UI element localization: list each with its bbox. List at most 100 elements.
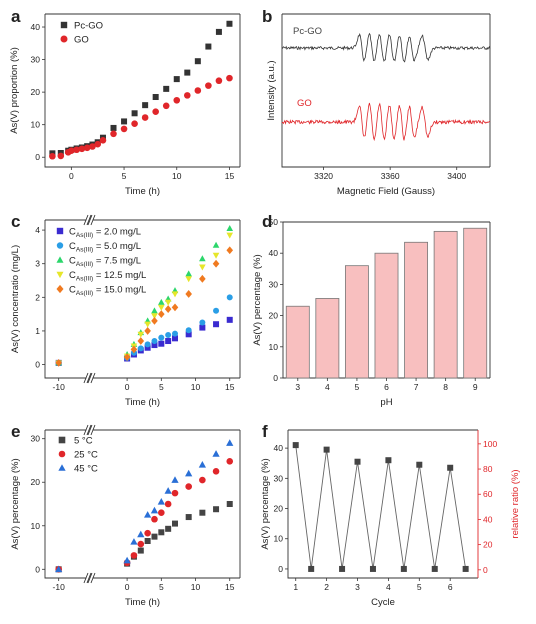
- axes-frame: [44, 429, 241, 579]
- data-point: [226, 439, 234, 446]
- data-point: [137, 530, 145, 538]
- data-point: [213, 307, 220, 314]
- axis-break-gap: [86, 572, 93, 584]
- y-tick-label: 10: [274, 534, 284, 544]
- data-point: [185, 514, 192, 521]
- y-tick-label: 20: [31, 477, 41, 487]
- series-label-pc-go: Pc-GO: [293, 26, 322, 37]
- data-point: [144, 321, 151, 328]
- axes-frame: [44, 13, 241, 168]
- data-point: [158, 334, 165, 341]
- axis-break-mark: [90, 572, 96, 584]
- legend-marker: [58, 464, 66, 471]
- axis-break-mark: [87, 572, 93, 584]
- data-point: [185, 327, 192, 334]
- data-point: [400, 565, 407, 572]
- data-point: [199, 255, 206, 262]
- legend-marker: [56, 284, 64, 294]
- data-point: [152, 108, 159, 115]
- y-right-tick-label: 20: [483, 540, 493, 550]
- y-tick-label: 40: [269, 248, 279, 258]
- data-point: [151, 316, 158, 325]
- x-tick-label: 10: [191, 582, 201, 592]
- data-point: [185, 483, 192, 490]
- legend-label: CAs(III) = 12.5 mg/L: [69, 270, 146, 283]
- y-axis-label: Intensity (a.u.): [266, 60, 277, 120]
- bar-ph-3: [285, 305, 310, 379]
- data-point: [447, 464, 454, 471]
- x-tick-label: 3400: [447, 171, 466, 181]
- data-point: [199, 476, 206, 484]
- data-point: [141, 114, 149, 121]
- data-point: [151, 338, 158, 345]
- data-point: [162, 102, 170, 110]
- x-tick-label: 0: [125, 382, 130, 392]
- data-point: [198, 461, 206, 468]
- axis-break-gap: [86, 372, 93, 384]
- y-tick-label: 50: [269, 217, 279, 227]
- y-tick-label: 30: [269, 279, 279, 289]
- x-tick-label: -10: [53, 582, 66, 592]
- data-point: [158, 310, 165, 319]
- data-point: [150, 506, 159, 514]
- data-point: [173, 76, 180, 83]
- data-point: [339, 565, 346, 572]
- data-point: [173, 96, 181, 104]
- data-point: [185, 469, 193, 477]
- x-tick-label: 5: [159, 382, 164, 392]
- x-axis-label: Time (h): [125, 397, 160, 408]
- y-tick-label: 3: [35, 259, 40, 269]
- series-e-2: [55, 439, 234, 573]
- data-point: [83, 144, 91, 152]
- x-tick-label: 6: [384, 382, 389, 392]
- data-point: [164, 299, 172, 306]
- data-point: [212, 259, 220, 268]
- x-axis-label: pH: [380, 397, 392, 408]
- x-tick-label: 10: [191, 382, 201, 392]
- data-point: [151, 313, 158, 320]
- legend-label-main: C: [69, 227, 76, 238]
- x-tick-label: 3320: [314, 171, 333, 181]
- data-point: [226, 232, 234, 239]
- y-tick-label: 10: [269, 342, 279, 352]
- data-point: [212, 252, 220, 259]
- legend-label: GO: [74, 35, 89, 46]
- legend-label: CAs(III) = 7.5 mg/L: [69, 256, 141, 269]
- y-right-tick-label: 100: [483, 439, 497, 449]
- data-point: [171, 303, 179, 312]
- data-point: [185, 276, 192, 283]
- axis-break-gap: [86, 214, 93, 226]
- axis-break-mark: [83, 214, 89, 226]
- axis-break-mark: [86, 214, 92, 226]
- data-point: [212, 241, 220, 248]
- legend-marker: [58, 450, 66, 458]
- data-point: [55, 358, 62, 367]
- data-point: [142, 102, 149, 109]
- data-point: [185, 331, 192, 338]
- data-point: [89, 143, 96, 150]
- legend-label: 25 °C: [74, 450, 98, 461]
- data-point: [185, 290, 192, 298]
- data-point: [172, 520, 178, 527]
- data-point: [131, 120, 138, 128]
- data-point: [49, 152, 56, 160]
- panel-label: f: [262, 422, 268, 441]
- y-tick-label: 0: [273, 373, 278, 383]
- x-tick-label: -10: [53, 382, 66, 392]
- legend-marker: [60, 21, 68, 29]
- axis-break-mark: [83, 372, 89, 384]
- y-right-axis-label: relative ratio (%): [510, 469, 521, 538]
- data-point: [130, 345, 138, 354]
- x-tick-label: 15: [225, 382, 235, 392]
- data-point: [120, 125, 128, 133]
- data-point: [183, 92, 191, 99]
- data-point: [323, 446, 330, 453]
- series-e-1: [55, 458, 234, 573]
- data-point: [308, 565, 315, 572]
- y-right-tick-label: 0: [483, 565, 488, 575]
- data-point: [171, 476, 179, 483]
- legend-label-main: C: [69, 270, 76, 281]
- data-point: [385, 457, 392, 464]
- axis-break-mark: [90, 214, 96, 226]
- legend-label-subscript: As(III): [76, 290, 93, 297]
